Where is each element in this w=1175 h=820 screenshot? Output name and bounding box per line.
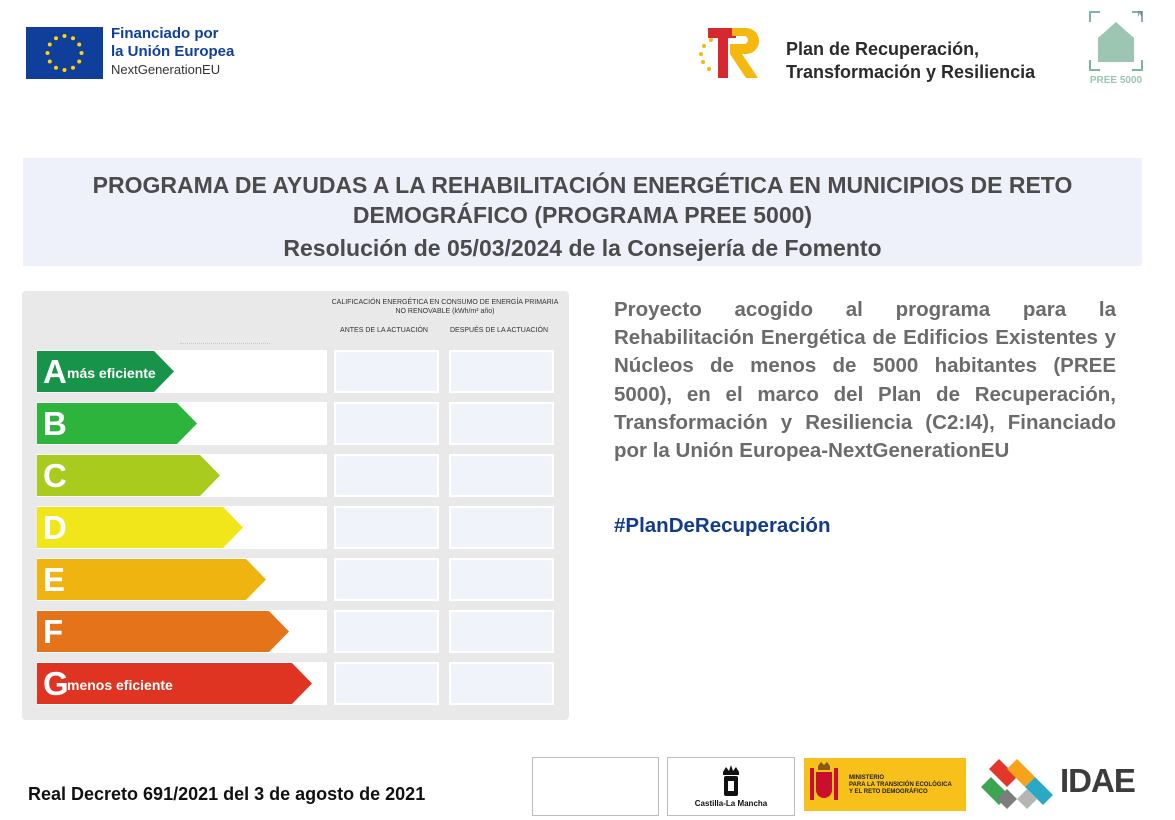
prtr-line2: Transformación y Resiliencia [786,62,1036,82]
title-banner [23,158,1142,266]
decree-reference: Real Decreto 691/2021 del 3 de agosto de… [28,784,426,804]
prtr-line1: Plan de Recuperación, [786,39,980,59]
rating-cell-before-c [334,454,439,497]
rating-letter: C [43,457,67,494]
rating-sublabel: más eficiente [67,365,156,381]
ministry-line1: MINISTERIO [849,775,885,781]
energy-row-f: F [37,610,327,653]
rating-cell-after-c [449,454,554,497]
rating-cell-after-e [449,558,554,601]
rating-cell-before-b [334,402,439,445]
rating-arrow-c [37,455,220,496]
spain-coat-of-arms-icon [810,762,838,800]
rating-arrow-b [37,403,197,444]
rating-letter: G [43,665,69,702]
rating-arrow-f [37,611,289,652]
ministry-text: MINISTERIO PARA LA TRANSICIÓN ECOLÓGICA … [849,775,952,796]
rating-cell-before-d [334,506,439,549]
rating-cell-after-d [449,506,554,549]
ministry-logo [804,758,966,811]
rating-cell-before-a [334,350,439,393]
rating-cell-after-b [449,402,554,445]
idae-logo-icon [979,757,1055,811]
castilla-la-mancha-label: Castilla-La Mancha [694,799,768,808]
energy-label-header-unit: (kWh/m² año) [452,308,495,315]
prtr-logo-text: Plan de Recuperación, Transformación y R… [786,38,1035,84]
ministry-line2: PARA LA TRANSICIÓN ECOLÓGICA [849,782,952,788]
rating-cell-after-f [449,610,554,653]
column-after-label: DESPUÉS DE LA ACTUACIÓN [449,327,549,334]
rating-cell-after-g [449,662,554,705]
divider [180,343,270,344]
rating-letter: E [43,561,66,598]
energy-row-c: C [37,454,327,497]
energy-label-header: CALIFICACIÓN ENERGÉTICA EN CONSUMO DE EN… [330,298,560,316]
pree-label: PREE 5000 [1089,75,1143,86]
project-description: Proyecto acogido al programa para la Reh… [614,298,1116,463]
svg-text:R: R [1138,12,1143,18]
hashtag: #PlanDeRecuperación [614,514,831,537]
eu-line3: NextGenerationEU [111,62,221,77]
rating-letter: D [43,509,67,546]
rating-arrow-a [37,351,174,392]
eu-logo-text: Financiado por la Unión Europea NextGene… [111,25,234,79]
rating-letter: A [43,353,67,390]
rating-cell-before-g [334,662,439,705]
column-before-label: ANTES DE LA ACTUACIÓN [340,327,428,334]
eu-line1: Financiado por [111,25,219,42]
energy-row-d: D [37,506,327,549]
page-title: PROGRAMA DE AYUDAS A LA REHABILITACIÓN E… [92,172,1073,228]
blank-logo-box [532,757,659,816]
rating-cell-before-e [334,558,439,601]
eu-line2: la Unión Europea [111,43,235,60]
rating-sublabel: menos eficiente [67,677,173,693]
page-subtitle: Resolución de 05/03/2024 de la Consejerí… [283,235,882,261]
prtr-logo-icon [698,24,768,80]
pree-house-icon: R [1088,10,1144,82]
castilla-la-mancha-crown-icon [723,765,739,796]
eu-flag-icon [26,27,103,79]
castilla-la-mancha-logo [667,757,795,816]
ministry-line3: Y EL RETO DEMOGRÁFICO [849,789,928,795]
rating-cell-after-a [449,350,554,393]
energy-row-b: B [37,402,327,445]
rating-letter: F [43,613,64,650]
rating-cell-before-f [334,610,439,653]
idae-label: IDAE [1060,762,1136,799]
energy-label-header-text: CALIFICACIÓN ENERGÉTICA EN CONSUMO DE EN… [331,299,559,315]
energy-row-e: E [37,558,327,601]
rating-arrow-g [37,663,312,704]
rating-letter: B [43,405,67,442]
rating-arrow-d [37,507,243,548]
rating-arrow-e [37,559,266,600]
